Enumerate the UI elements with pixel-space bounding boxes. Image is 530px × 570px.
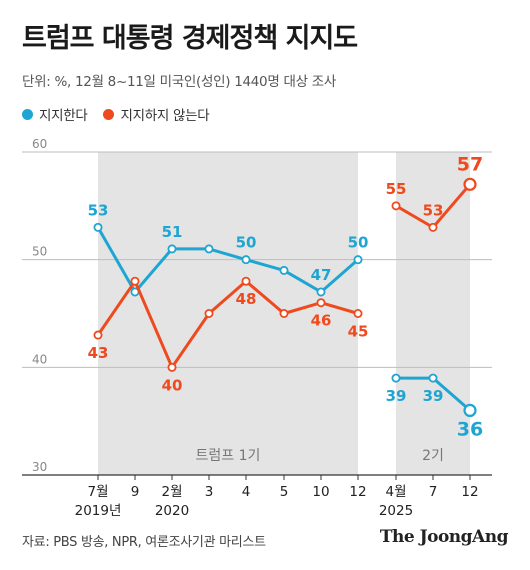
period-panel-1 — [396, 152, 470, 475]
value-label-oppose: 57 — [457, 153, 483, 175]
source-note: 자료: PBS 방송, NPR, 여론조사기관 마리스트 — [22, 535, 266, 550]
brand-logo: The JoongAng — [379, 527, 509, 547]
data-point-support — [241, 255, 251, 265]
value-label-support: 50 — [348, 234, 369, 252]
value-label-oppose: 55 — [386, 180, 407, 198]
x-tick-label: 7월 — [87, 484, 108, 500]
x-tick-label: 12 — [349, 484, 366, 500]
data-point-oppose — [316, 298, 326, 308]
chart-title: 트럼프 대통령 경제정책 지지도 — [22, 23, 358, 54]
legend-label-support: 지지한다 — [39, 108, 88, 124]
data-point-support — [463, 403, 477, 417]
legend-item-support: 지지한다 — [22, 104, 88, 124]
data-point-support — [93, 222, 103, 232]
x-tick-label: 4 — [242, 484, 251, 500]
chart-subtitle: 단위: %, 12월 8~11일 미국인(성인) 1440명 대상 조사 — [22, 74, 336, 90]
y-tick-label: 50 — [32, 245, 47, 259]
data-point-support — [204, 244, 214, 254]
value-label-oppose: 40 — [162, 376, 183, 394]
x-year-label: 2019년 — [75, 503, 122, 519]
data-point-oppose — [353, 308, 363, 318]
value-label-support: 51 — [162, 223, 183, 241]
legend: 지지한다 지지하지 않는다 — [22, 104, 210, 124]
x-tick-label: 2월 — [161, 484, 182, 500]
period-panel-0 — [98, 152, 358, 475]
x-year-label: 2025 — [379, 503, 413, 519]
value-label-support: 36 — [457, 418, 483, 440]
value-label-oppose: 53 — [423, 201, 444, 219]
series-line-oppose-0 — [96, 279, 360, 369]
x-tick-label: 10 — [312, 484, 329, 500]
x-tick-label: 7 — [429, 484, 438, 500]
data-point-oppose — [130, 276, 140, 286]
legend-swatch-oppose — [103, 108, 115, 120]
data-point-support — [391, 373, 401, 383]
data-point-support — [428, 373, 438, 383]
data-point-oppose — [391, 201, 401, 211]
period-label-1: 2기 — [422, 448, 444, 464]
data-point-oppose — [93, 330, 103, 340]
data-point-support — [167, 244, 177, 254]
data-point-oppose — [241, 276, 251, 286]
data-point-oppose — [428, 222, 438, 232]
data-point-oppose — [204, 308, 214, 318]
value-label-support: 39 — [423, 387, 444, 405]
x-tick-label: 12 — [461, 484, 478, 500]
data-point-support — [279, 265, 289, 275]
period-label-0: 트럼프 1기 — [196, 448, 261, 464]
y-tick-label: 30 — [32, 460, 47, 474]
legend-item-oppose: 지지하지 않는다 — [103, 104, 210, 124]
x-tick-label: 9 — [131, 484, 140, 500]
x-tick-label: 3 — [205, 484, 214, 500]
data-point-oppose — [167, 362, 177, 372]
value-label-support: 47 — [311, 266, 332, 284]
x-tick-label: 5 — [280, 484, 289, 500]
value-label-support: 53 — [88, 201, 109, 219]
data-point-support — [353, 255, 363, 265]
value-label-oppose: 43 — [88, 344, 109, 362]
value-label-oppose: 45 — [348, 323, 369, 341]
value-label-support: 39 — [386, 387, 407, 405]
data-point-support — [316, 287, 326, 297]
data-point-oppose — [463, 177, 477, 191]
legend-swatch-support — [22, 108, 33, 120]
y-tick-label: 60 — [32, 137, 47, 151]
data-point-oppose — [279, 308, 289, 318]
x-tick-label: 4월 — [385, 484, 406, 500]
value-label-support: 50 — [236, 234, 257, 252]
value-label-oppose: 46 — [311, 312, 332, 330]
value-label-oppose: 48 — [236, 290, 257, 308]
series-line-support-0 — [96, 225, 360, 294]
x-year-label: 2020 — [155, 503, 189, 519]
y-tick-label: 40 — [32, 352, 47, 366]
legend-label-oppose: 지지하지 않는다 — [120, 108, 210, 124]
